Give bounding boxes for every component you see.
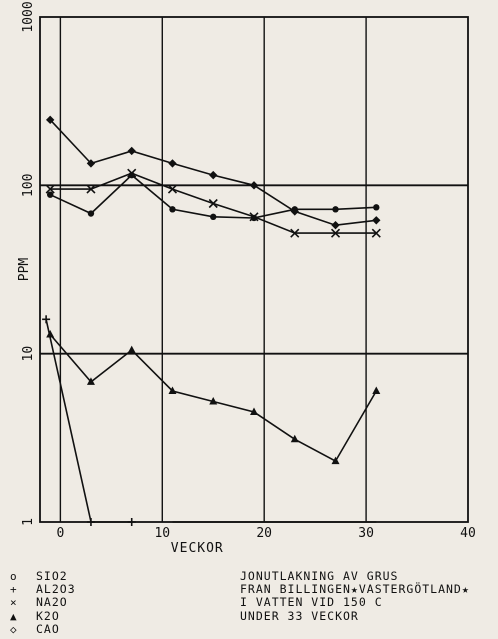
- data-point-na2o: [45, 184, 55, 194]
- data-point-na2o: [208, 198, 218, 209]
- diamond-marker-icon: ◇: [10, 622, 17, 636]
- data-point-cao: [86, 159, 96, 168]
- data-point-cao: [127, 146, 136, 156]
- data-point-cao: [249, 181, 259, 190]
- data-point-k2o: [372, 386, 381, 395]
- x-tick-label: 40: [460, 526, 476, 541]
- data-point-k2o: [168, 386, 177, 395]
- legend-item-sio2: o SIO2: [10, 569, 76, 583]
- data-point-al2o3: [42, 315, 51, 324]
- series-line-sio2: [49, 174, 377, 219]
- description-line: FRAN BILLINGEN★VASTERGÖTLAND★: [240, 582, 470, 597]
- series-cao: [45, 115, 381, 230]
- legend-label: K2O: [36, 608, 60, 623]
- data-point-na2o: [167, 184, 178, 194]
- x-tick-label: 30: [358, 526, 374, 541]
- series-k2o: [46, 329, 381, 465]
- data-point-na2o: [127, 168, 137, 178]
- tick-labels: 0 10 20 30 40 1 10 100 1000: [21, 1, 476, 541]
- data-point-sio2: [87, 210, 95, 217]
- chart: 0 10 20 30 40 1 10 100 1000 PPM VECKOR: [17, 1, 476, 556]
- cross-marker-icon: ×: [10, 596, 17, 610]
- legend-item-k2o: ▲ K2O: [10, 608, 76, 623]
- plus-marker-icon: +: [10, 583, 17, 597]
- legend-label: AL2O3: [36, 582, 76, 597]
- data-point-k2o: [290, 434, 299, 443]
- data-point-cao: [168, 159, 177, 168]
- data-point-cao: [209, 170, 218, 180]
- legend-label: SIO2: [36, 569, 68, 583]
- series-al2o3: [42, 315, 136, 526]
- data-point-sio2: [373, 204, 380, 211]
- data-point-k2o: [46, 329, 55, 338]
- data-point-sio2: [210, 213, 217, 221]
- x-tick-label: 0: [56, 526, 64, 541]
- data-point-cao: [45, 115, 55, 125]
- y-axis-label: PPM: [17, 258, 32, 282]
- data-point-k2o: [250, 407, 258, 416]
- y-tick-label: 100: [21, 174, 36, 197]
- series-group: [42, 115, 381, 526]
- legend-item-al2o3: + AL2O3: [10, 582, 76, 597]
- x-tick-label: 10: [154, 526, 170, 541]
- data-point-cao: [372, 216, 381, 225]
- data-point-k2o: [331, 456, 340, 465]
- plot-frame: [39, 16, 469, 523]
- description-line: UNDER 33 VECKOR: [240, 608, 359, 623]
- data-point-na2o: [330, 228, 341, 238]
- data-point-sio2: [169, 206, 176, 213]
- data-point-sio2: [332, 206, 339, 213]
- y-tick-label: 1: [21, 518, 36, 526]
- y-tick-label: 10: [21, 346, 36, 362]
- data-point-na2o: [371, 228, 381, 238]
- x-tick-label: 20: [256, 526, 272, 541]
- legend-item-na2o: × NA2O: [10, 595, 76, 610]
- data-point-cao: [290, 207, 299, 216]
- description-line: I VATTEN VID 150 C: [240, 595, 383, 610]
- description-line: JONUTLAKNING AV GRUS: [240, 569, 399, 583]
- data-point-na2o: [86, 184, 96, 194]
- data-point-al2o3: [127, 518, 136, 526]
- legend: o SIO2 + AL2O3 × NA2O ▲ K2O ◇ CAO: [10, 569, 76, 636]
- legend-label: NA2O: [36, 595, 68, 610]
- chart-description: JONUTLAKNING AV GRUS FRAN BILLINGEN★VASTE…: [240, 569, 470, 623]
- data-point-cao: [331, 220, 340, 230]
- legend-label: CAO: [36, 621, 60, 636]
- legend-item-cao: ◇ CAO: [10, 621, 76, 636]
- series-na2o: [45, 168, 381, 238]
- x-axis-label: VECKOR: [171, 541, 224, 556]
- data-point-sio2: [46, 191, 54, 198]
- y-tick-label: 1000: [21, 1, 36, 32]
- data-point-k2o: [209, 396, 218, 405]
- series-line-al2o3: [45, 319, 132, 523]
- circle-marker-icon: o: [10, 570, 17, 583]
- data-point-k2o: [127, 345, 136, 354]
- data-point-al2o3: [86, 518, 95, 526]
- data-point-na2o: [249, 212, 259, 222]
- plot-border: [39, 16, 469, 523]
- data-point-na2o: [290, 228, 300, 238]
- triangle-marker-icon: ▲: [10, 609, 17, 623]
- data-point-k2o: [86, 377, 95, 385]
- grid: [40, 17, 468, 522]
